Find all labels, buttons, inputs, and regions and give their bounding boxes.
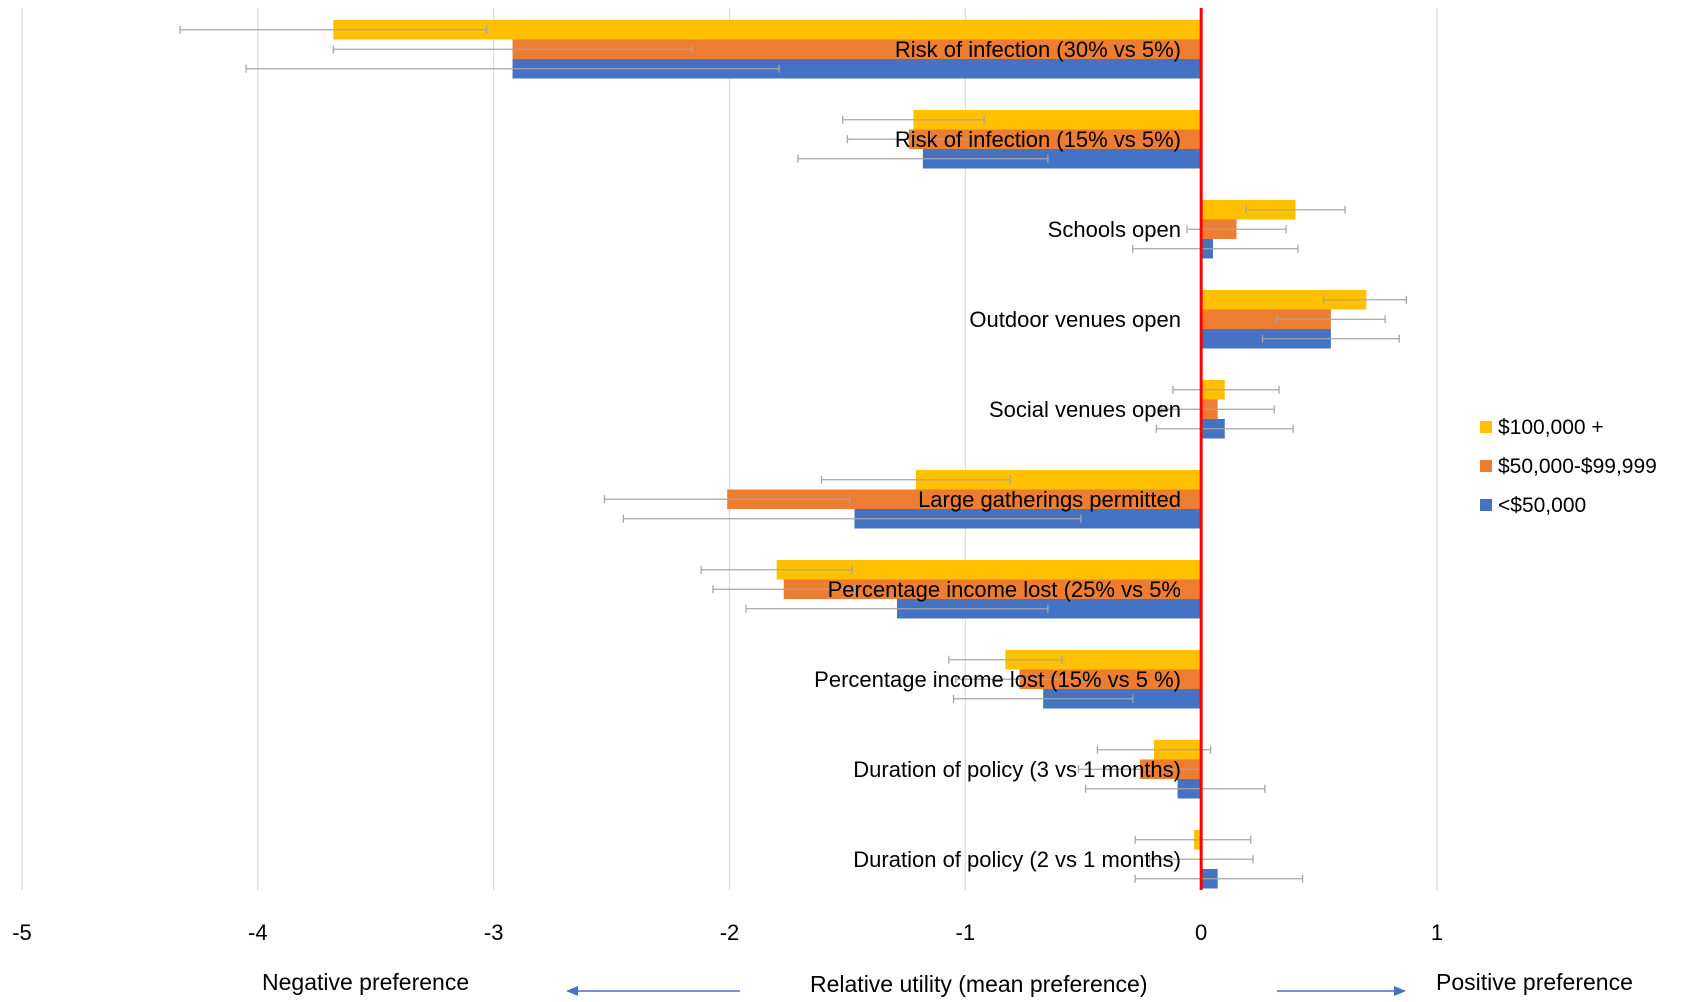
x-tick-label: -3 — [484, 920, 504, 945]
legend-label: $50,000-$99,999 — [1498, 455, 1657, 478]
bar — [512, 39, 1202, 59]
category-labels: Risk of infection (30% vs 5%) Risk of inf… — [814, 37, 1181, 872]
bar — [908, 129, 1202, 149]
category-label: Large gatherings permitted — [918, 487, 1181, 512]
legend-swatch — [1480, 421, 1492, 433]
x-tick-label: 0 — [1195, 920, 1207, 945]
negative-arrow — [566, 986, 740, 996]
legend-swatch — [1480, 460, 1492, 472]
x-tick-labels: -5 -4 -3 -2 -1 0 1 — [12, 920, 1443, 945]
category-label: Percentage income lost (25% vs 5% — [828, 577, 1181, 602]
bars — [333, 20, 1367, 889]
x-tick-label: 1 — [1431, 920, 1443, 945]
category-label: Duration of policy (2 vs 1 months) — [853, 847, 1181, 872]
bar — [333, 20, 1202, 40]
category-label: Outdoor venues open — [969, 307, 1181, 332]
legend-label: $100,000 + — [1498, 416, 1604, 439]
x-tick-label: -4 — [248, 920, 268, 945]
gridlines — [21, 8, 1438, 890]
bar — [922, 149, 1202, 169]
category-label: Percentage income lost (15% vs 5 %) — [814, 667, 1181, 692]
x-tick-label: -1 — [956, 920, 976, 945]
bar — [896, 599, 1202, 619]
x-tick-label: -2 — [720, 920, 740, 945]
bar — [1201, 309, 1331, 329]
error-bars — [179, 25, 1407, 883]
bar — [915, 470, 1202, 490]
category-label: Schools open — [1048, 217, 1181, 242]
bar — [512, 59, 1202, 79]
right-annotation: Positive preference — [1436, 969, 1633, 995]
category-label: Risk of infection (15% vs 5%) — [895, 127, 1181, 152]
legend-label: <$50,000 — [1498, 494, 1586, 517]
category-label: Duration of policy (3 vs 1 months) — [853, 757, 1181, 782]
bar — [727, 489, 1202, 509]
category-label: Social venues open — [989, 397, 1181, 422]
x-axis-title: Relative utility (mean preference) — [810, 971, 1147, 997]
bar — [1019, 669, 1202, 689]
legend-swatch — [1480, 499, 1492, 511]
bar — [1201, 290, 1367, 310]
positive-arrow — [1277, 986, 1406, 996]
bar — [776, 560, 1202, 580]
x-tick-label: -5 — [12, 920, 32, 945]
category-label: Risk of infection (30% vs 5%) — [895, 37, 1181, 62]
bar — [783, 579, 1202, 599]
legend: $100,000 + $50,000-$99,999 <$50,000 — [1480, 416, 1657, 517]
bar — [1005, 650, 1202, 670]
bar — [913, 110, 1202, 130]
left-annotation: Negative preference — [262, 969, 469, 995]
